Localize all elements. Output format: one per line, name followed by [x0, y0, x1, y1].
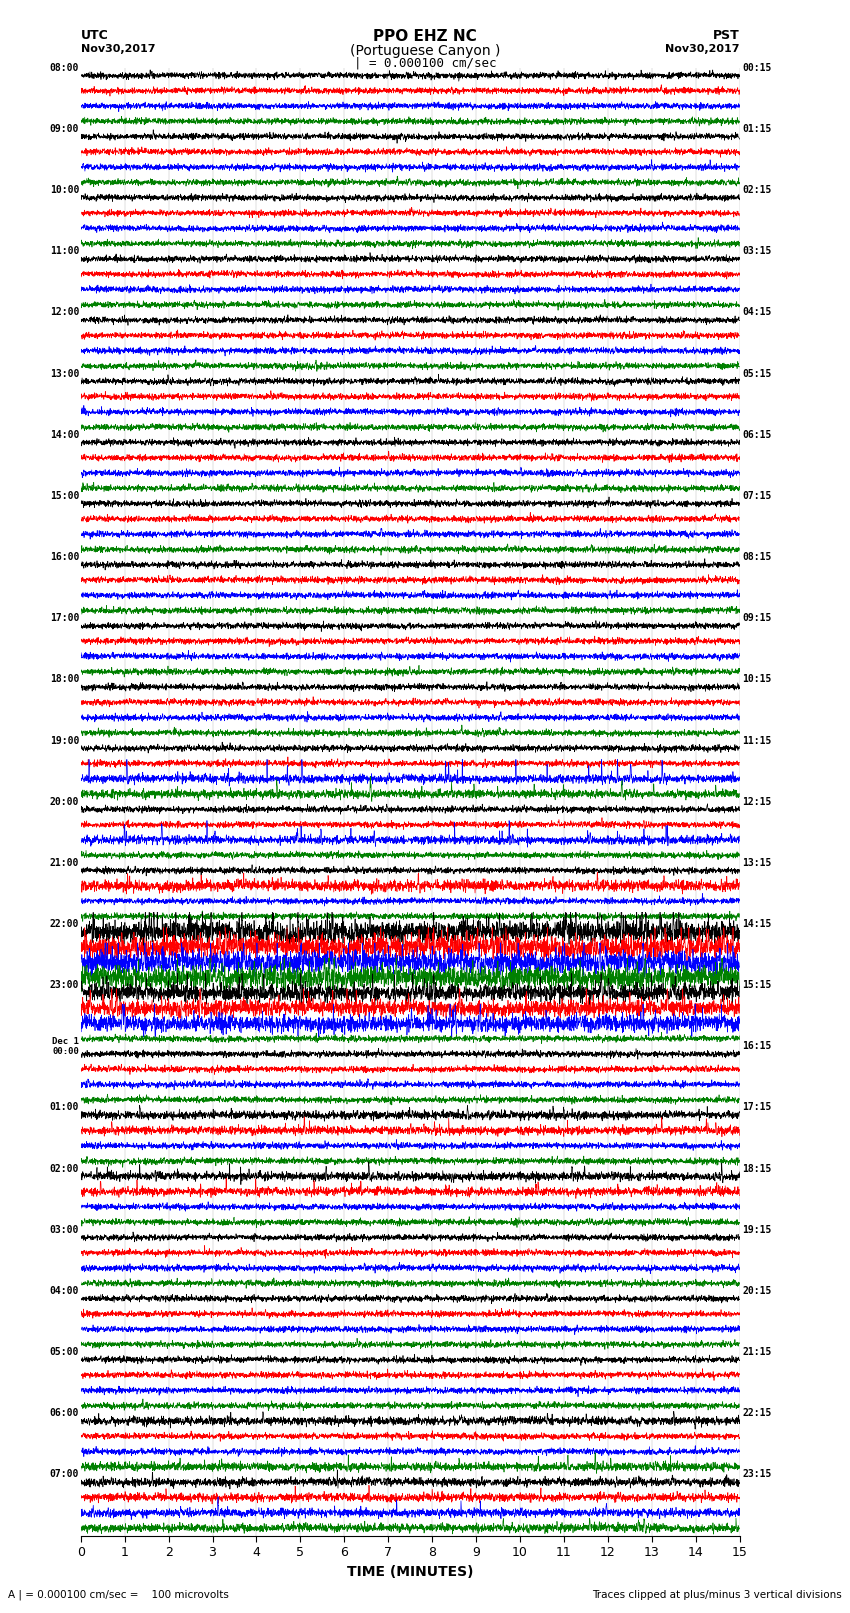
Text: A | = 0.000100 cm/sec =    100 microvolts: A | = 0.000100 cm/sec = 100 microvolts — [8, 1589, 230, 1600]
Text: 07:15: 07:15 — [742, 490, 772, 502]
Text: 03:15: 03:15 — [742, 247, 772, 256]
Text: 22:15: 22:15 — [742, 1408, 772, 1418]
Text: Traces clipped at plus/minus 3 vertical divisions: Traces clipped at plus/minus 3 vertical … — [592, 1590, 842, 1600]
Text: 08:15: 08:15 — [742, 552, 772, 561]
Text: 15:00: 15:00 — [49, 490, 79, 502]
Text: 13:00: 13:00 — [49, 368, 79, 379]
Text: 20:15: 20:15 — [742, 1286, 772, 1295]
Text: 16:15: 16:15 — [742, 1042, 772, 1052]
Text: 14:00: 14:00 — [49, 429, 79, 440]
Text: 19:00: 19:00 — [49, 736, 79, 745]
Text: 04:00: 04:00 — [49, 1286, 79, 1295]
Text: 05:15: 05:15 — [742, 368, 772, 379]
Text: 00:15: 00:15 — [742, 63, 772, 73]
Text: 18:00: 18:00 — [49, 674, 79, 684]
Text: 08:00: 08:00 — [49, 63, 79, 73]
Text: 21:15: 21:15 — [742, 1347, 772, 1357]
Text: 23:15: 23:15 — [742, 1469, 772, 1479]
Text: 17:15: 17:15 — [742, 1102, 772, 1113]
Text: 20:00: 20:00 — [49, 797, 79, 806]
Text: 13:15: 13:15 — [742, 858, 772, 868]
Text: PST: PST — [713, 29, 740, 42]
Text: UTC: UTC — [81, 29, 109, 42]
Text: Dec 1
00:00: Dec 1 00:00 — [52, 1037, 79, 1057]
Text: 02:15: 02:15 — [742, 185, 772, 195]
Text: 06:15: 06:15 — [742, 429, 772, 440]
Text: 11:00: 11:00 — [49, 247, 79, 256]
Text: 09:15: 09:15 — [742, 613, 772, 623]
Text: 10:15: 10:15 — [742, 674, 772, 684]
Text: Nov30,2017: Nov30,2017 — [665, 44, 740, 53]
Text: 22:00: 22:00 — [49, 919, 79, 929]
Text: (Portuguese Canyon ): (Portuguese Canyon ) — [350, 44, 500, 58]
Text: 07:00: 07:00 — [49, 1469, 79, 1479]
X-axis label: TIME (MINUTES): TIME (MINUTES) — [347, 1565, 473, 1579]
Text: 01:00: 01:00 — [49, 1102, 79, 1113]
Text: 10:00: 10:00 — [49, 185, 79, 195]
Text: 12:00: 12:00 — [49, 308, 79, 318]
Text: 06:00: 06:00 — [49, 1408, 79, 1418]
Text: PPO EHZ NC: PPO EHZ NC — [373, 29, 477, 44]
Text: 21:00: 21:00 — [49, 858, 79, 868]
Text: 16:00: 16:00 — [49, 552, 79, 561]
Text: 11:15: 11:15 — [742, 736, 772, 745]
Text: 17:00: 17:00 — [49, 613, 79, 623]
Text: 02:00: 02:00 — [49, 1163, 79, 1174]
Text: 23:00: 23:00 — [49, 981, 79, 990]
Text: 09:00: 09:00 — [49, 124, 79, 134]
Text: 18:15: 18:15 — [742, 1163, 772, 1174]
Text: 15:15: 15:15 — [742, 981, 772, 990]
Text: 03:00: 03:00 — [49, 1224, 79, 1236]
Text: 19:15: 19:15 — [742, 1224, 772, 1236]
Text: | = 0.000100 cm/sec: | = 0.000100 cm/sec — [354, 56, 496, 69]
Text: 01:15: 01:15 — [742, 124, 772, 134]
Text: 12:15: 12:15 — [742, 797, 772, 806]
Text: Nov30,2017: Nov30,2017 — [81, 44, 156, 53]
Text: 14:15: 14:15 — [742, 919, 772, 929]
Text: 05:00: 05:00 — [49, 1347, 79, 1357]
Text: 04:15: 04:15 — [742, 308, 772, 318]
